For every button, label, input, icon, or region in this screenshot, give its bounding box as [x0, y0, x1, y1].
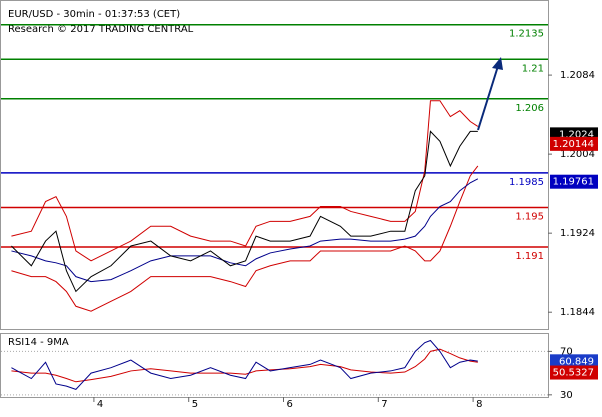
level-label: 1.2135	[509, 29, 544, 40]
y-tick-label: 70	[560, 346, 573, 357]
x-tick-label: 5	[192, 399, 198, 410]
value-box	[550, 174, 598, 189]
main-panel	[0, 0, 549, 330]
value-box-label: 1.2024	[559, 129, 594, 140]
chart-title: EUR/USD - 30min - 01:37:53 (CET)	[8, 9, 180, 20]
level-label: 1.21	[522, 63, 544, 74]
chart-subtitle: Research © 2017 TRADING CENTRAL	[8, 24, 194, 35]
series-line	[11, 165, 479, 312]
level-label: 1.195	[515, 211, 544, 222]
series-line	[11, 100, 479, 262]
forecast-arrowhead	[492, 57, 503, 70]
level-label: 1.206	[515, 103, 544, 114]
y-tick-label: 1.1924	[560, 228, 595, 239]
level-label: 1.1985	[509, 177, 544, 188]
x-tick-label: 4	[97, 399, 103, 410]
value-box-label: 60.849	[559, 356, 594, 367]
value-box-label: 1.20144	[553, 139, 594, 150]
value-box	[550, 354, 598, 369]
x-tick-label: 6	[287, 399, 293, 410]
x-tick-label: 8	[476, 399, 482, 410]
series-line	[11, 178, 479, 283]
y-tick-label: 1.2084	[560, 70, 595, 81]
y-tick-label: 1.1844	[560, 307, 595, 318]
forecast-arrow	[477, 65, 499, 131]
y-tick-label: 30	[560, 390, 573, 401]
y-tick-label: 1.2004	[560, 149, 595, 160]
value-box-label: 50.5327	[553, 368, 594, 379]
series-line	[11, 130, 478, 293]
rsi-panel	[0, 333, 549, 398]
level-label: 1.191	[515, 251, 544, 262]
x-tick-label: 7	[381, 399, 387, 410]
series-line	[11, 348, 478, 383]
rsi-title: RSI14 - 9MA	[8, 337, 69, 348]
value-box-label: 1.19761	[553, 177, 594, 188]
value-box	[550, 136, 598, 151]
value-box	[550, 365, 598, 380]
series-line	[11, 339, 478, 390]
